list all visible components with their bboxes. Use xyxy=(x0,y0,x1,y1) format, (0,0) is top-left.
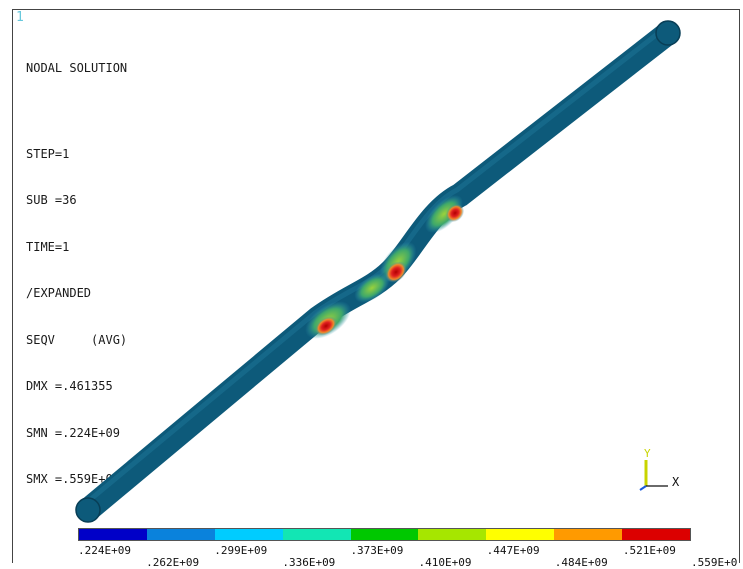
stress-zone-hot-2 xyxy=(385,261,407,283)
legend-band-7 xyxy=(486,529,555,540)
legend-band-9 xyxy=(622,529,691,540)
legend-label-top-3: .373E+09 xyxy=(350,544,404,557)
legend-label-top-2: .299E+09 xyxy=(214,544,268,557)
info-line-seqv: SEQV (AVG) xyxy=(26,332,128,347)
legend-band-3 xyxy=(214,529,283,540)
legend-band-4 xyxy=(282,529,351,540)
solution-title: NODAL SOLUTION xyxy=(26,61,128,75)
info-line-smn: SMN =.224E+09 xyxy=(26,425,120,440)
pipe-end-cap-bottom xyxy=(75,497,101,523)
contour-legend-bar xyxy=(78,528,691,541)
info-line-sub: SUB =36 xyxy=(26,193,77,207)
stress-zone-hot-3 xyxy=(445,203,465,223)
info-line-expanded: /EXPANDED xyxy=(26,286,92,300)
legend-label-top-4: .447E+09 xyxy=(486,544,540,557)
stress-zone-mid-4 xyxy=(425,195,463,233)
stress-zone-hot-1 xyxy=(315,316,337,336)
info-line-step: STEP=1 xyxy=(26,146,70,161)
info-line-time: TIME=1 xyxy=(26,239,70,254)
legend-label-bottom-3: .410E+09 xyxy=(418,556,472,569)
legend-label-bottom-5: .559E+0 xyxy=(691,556,738,569)
triad-x-label: X xyxy=(672,475,680,489)
triad-y-label: Y xyxy=(644,447,651,460)
triad-z-axis xyxy=(639,485,647,491)
info-line-dmx: DMX =.461355 xyxy=(26,379,113,393)
stress-zone-mid-2 xyxy=(354,273,390,303)
legend-band-6 xyxy=(418,529,487,540)
legend-band-2 xyxy=(146,529,215,540)
legend-label-bottom-2: .336E+09 xyxy=(282,556,336,569)
window-number: 1 xyxy=(16,10,24,25)
legend-label-bottom-4: .484E+09 xyxy=(554,556,608,569)
legend-band-8 xyxy=(554,529,623,540)
pipe-end-cap-top xyxy=(655,20,681,46)
legend-band-5 xyxy=(350,529,419,540)
legend-label-bottom-1: .262E+09 xyxy=(146,556,200,569)
legend-label-top-1: .224E+09 xyxy=(78,544,131,557)
legend-band-1 xyxy=(79,529,147,540)
viewport-frame xyxy=(12,9,740,563)
legend-label-top-5: .521E+09 xyxy=(622,544,676,557)
